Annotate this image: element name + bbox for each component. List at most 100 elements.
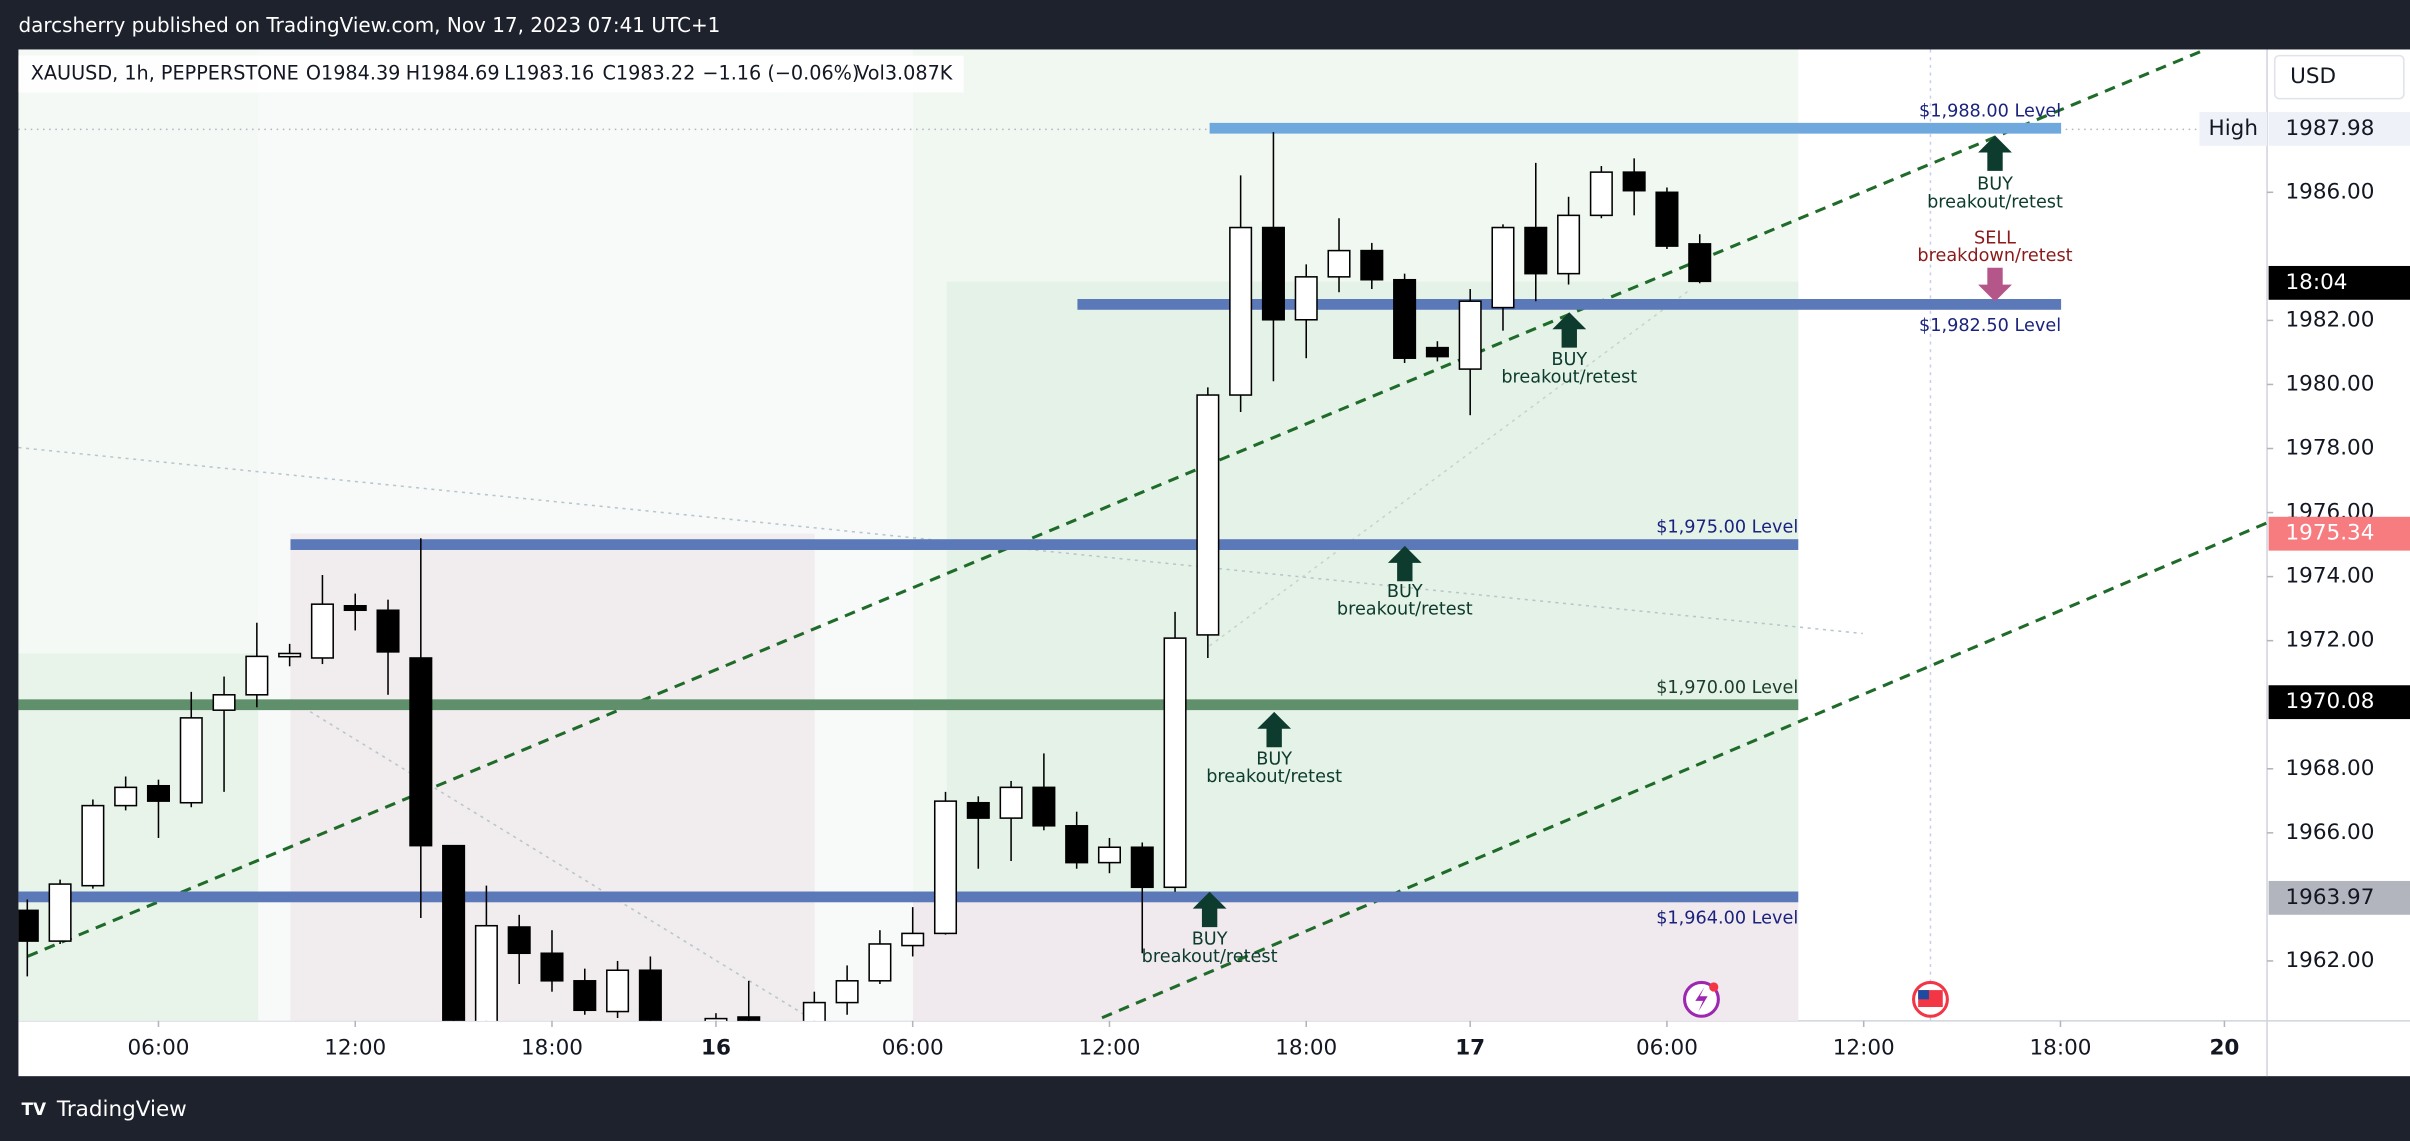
x-tick-label: 17: [1455, 1036, 1485, 1061]
currency[interactable]: USD: [2290, 64, 2336, 89]
level-label: $1,970.00 Level: [1656, 678, 1798, 698]
level-label: $1,964.00 Level: [1656, 908, 1798, 928]
x-tick-label: 06:00: [882, 1036, 944, 1061]
candle-body: [901, 932, 925, 947]
high-tag: [2199, 111, 2268, 146]
brand: TradingView: [56, 1097, 187, 1122]
candle-body: [1524, 226, 1548, 275]
publish-header: darcsherry published on TradingView.com,…: [18, 13, 720, 37]
trend-line: [18, 446, 1863, 635]
candle-body: [507, 926, 531, 955]
candle-body: [1130, 846, 1154, 889]
candle-body: [1622, 171, 1646, 192]
price-tag: [2268, 685, 2410, 720]
level-label: $1,975.00 Level: [1656, 518, 1798, 538]
x-tick-label: 06:00: [1636, 1036, 1698, 1061]
buy-arrow: [1387, 545, 1422, 582]
signal-note: breakdown/retest: [1917, 246, 2072, 266]
candle-body: [1360, 249, 1384, 281]
x-tick-label: 18:00: [1275, 1036, 1337, 1061]
y-tick-label: 1978.00: [2286, 436, 2375, 461]
logo-mark: TV: [22, 1099, 47, 1119]
ohlc-open: O1984.39: [306, 62, 401, 85]
candle-body: [1032, 786, 1056, 827]
price-tag: [2268, 516, 2410, 551]
signal: BUY: [1551, 350, 1587, 370]
candle-body: [1229, 226, 1253, 396]
symbol: XAUUSD, 1h, PEPPERSTONE: [31, 62, 299, 85]
trend-line: [290, 698, 816, 1021]
ohlc-close: C1983.22: [603, 62, 696, 85]
candle-body: [1491, 226, 1515, 309]
candle-body: [1294, 276, 1318, 321]
x-tick-label: 18:00: [2029, 1036, 2091, 1061]
zone: [18, 653, 259, 1021]
candle-body: [212, 694, 236, 711]
candle-body: [1557, 214, 1581, 275]
signal: BUY: [1977, 175, 2013, 195]
buy-arrow: [1978, 135, 2012, 171]
price-tag-label: 1975.34: [2286, 521, 2375, 546]
candle-body: [737, 1016, 761, 1021]
candle-body: [81, 804, 105, 887]
signal-note: breakout/retest: [1927, 192, 2063, 212]
price-tag: [2268, 880, 2410, 915]
candle-body: [1589, 171, 1613, 217]
signal: BUY: [1256, 750, 1292, 770]
candle-body: [835, 980, 859, 1004]
signal: BUY: [1192, 929, 1228, 949]
level-label: $1,988.00 Level: [1919, 101, 2061, 121]
candle-body: [704, 1017, 728, 1021]
y-tick-label: 1972.00: [2286, 628, 2375, 653]
candle-body: [1393, 278, 1417, 359]
candle-body: [1097, 846, 1121, 864]
signal-note: breakout/retest: [1337, 600, 1473, 620]
buy-arrow: [1192, 891, 1227, 928]
candle-body: [1163, 637, 1187, 889]
signal: SELL: [1974, 229, 2016, 249]
candle-body: [1327, 249, 1351, 278]
high-label: High: [2209, 116, 2258, 141]
marks: [18, 122, 2062, 1021]
candle-body: [999, 786, 1023, 819]
y-tick-label: 1980.00: [2286, 371, 2375, 396]
event-icon-bolt: [1695, 987, 1708, 1012]
buy-arrow: [1257, 711, 1292, 748]
countdown-tag: [2268, 265, 2410, 300]
candle-body: [802, 1001, 826, 1021]
price-tag-label: 1963.97: [2286, 885, 2375, 910]
x-tick-label: 16: [701, 1036, 731, 1061]
countdown: 18:04: [2286, 270, 2348, 295]
ohlc-change: −1.16 (−0.06%): [702, 62, 859, 85]
zones: [18, 49, 2268, 1021]
candle-body: [933, 800, 958, 935]
zone: [912, 891, 1799, 1021]
candle-body: [278, 652, 302, 658]
candle-body: [540, 952, 564, 982]
x-tick-label: 06:00: [127, 1036, 189, 1061]
candle-body: [409, 657, 433, 847]
buy-arrow: [1552, 312, 1587, 348]
level-band: [1077, 299, 2062, 310]
signal-note: breakout/retest: [1142, 947, 1278, 967]
currency-button[interactable]: [2273, 54, 2405, 100]
candle-body: [442, 844, 466, 1021]
signal: BUY: [1387, 582, 1423, 602]
level-band: [18, 891, 1799, 903]
x-tick-label: 12:00: [324, 1036, 386, 1061]
candle-body: [376, 609, 400, 653]
event-dot: [1709, 982, 1719, 992]
price-tag: [2268, 111, 2410, 146]
candle-body: [573, 980, 597, 1012]
candle-body: [179, 717, 203, 804]
signal-note: breakout/retest: [1501, 368, 1637, 388]
time-axis: [18, 1020, 2268, 1077]
candle-body: [343, 605, 367, 612]
candle-body: [1196, 394, 1220, 636]
candle-body: [48, 883, 72, 942]
candle-body: [114, 786, 138, 807]
volume: Vol3.087K: [856, 62, 953, 85]
candle-body: [638, 969, 662, 1021]
